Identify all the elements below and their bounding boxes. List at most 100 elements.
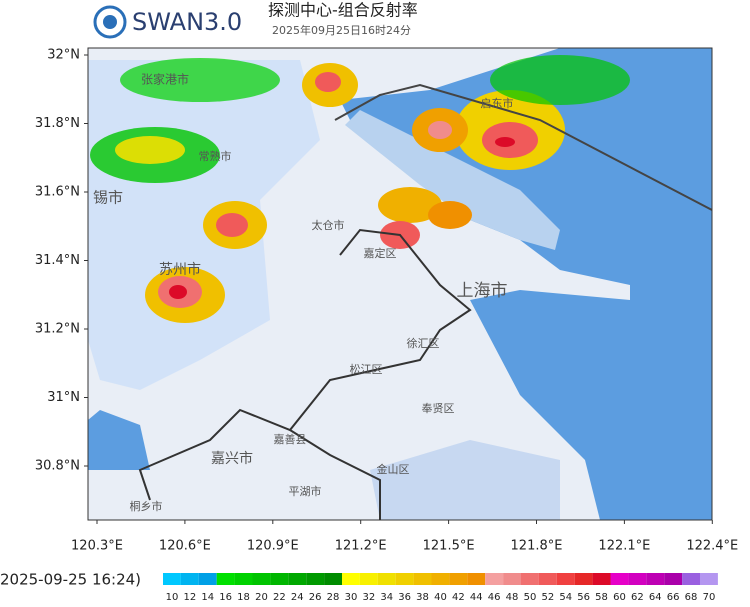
legend-swatch — [646, 573, 665, 585]
legend-value: 50 — [524, 592, 537, 603]
lon-label: 121.8°E — [511, 539, 563, 554]
legend-swatch — [574, 573, 593, 585]
legend-value: 64 — [649, 592, 662, 603]
legend-swatch — [288, 573, 307, 585]
place-label: 锡市 — [93, 189, 123, 207]
legend-value: 56 — [577, 592, 590, 603]
legend-value: 68 — [685, 592, 698, 603]
legend-swatch — [556, 573, 575, 585]
place-label: 张家港市 — [141, 72, 189, 87]
legend-swatch — [485, 573, 504, 585]
legend-value: 36 — [398, 592, 411, 603]
legend-swatch — [592, 573, 611, 585]
lat-label: 31.2°N — [35, 322, 80, 337]
legend-swatch — [538, 573, 557, 585]
place-label: 启东市 — [481, 96, 514, 110]
lon-label: 122.4°E — [686, 539, 738, 554]
legend-value: 70 — [703, 592, 716, 603]
legend-value: 30 — [345, 592, 358, 603]
legend-swatch — [431, 573, 450, 585]
place-label: 桐乡市 — [130, 499, 163, 513]
legend-swatch — [467, 573, 486, 585]
legend-value: 46 — [488, 592, 501, 603]
lat-label: 32°N — [47, 48, 80, 63]
legend-value: 54 — [559, 592, 572, 603]
legend-swatch — [180, 573, 199, 585]
place-label: 奉贤区 — [422, 401, 455, 415]
legend-value: 24 — [291, 592, 304, 603]
legend-swatch — [324, 573, 342, 585]
legend-value: 58 — [595, 592, 608, 603]
legend-swatch — [342, 573, 360, 585]
legend-value: 10 — [166, 592, 179, 603]
legend-swatch — [198, 573, 217, 585]
legend-swatch — [503, 573, 521, 585]
legend-value: 62 — [631, 592, 644, 603]
legend: 2025-09-25 16:24) 10 12 14 16 18 20 22 24 26 28 30… — [0, 571, 718, 603]
header: SWAN3.0 探测中心-组合反射率 2025年09月25日16时24分 — [93, 1, 418, 39]
legend-value: 66 — [667, 592, 680, 603]
map-frame — [87, 47, 713, 521]
legend-swatch — [610, 573, 629, 585]
legend-value: 42 — [452, 592, 465, 603]
border — [138, 228, 472, 501]
place-label: 苏州市 — [159, 261, 201, 278]
legend-swatch — [664, 573, 683, 585]
border — [334, 83, 713, 211]
legend-swatch — [521, 573, 539, 585]
legend-swatch — [395, 573, 414, 585]
map — [88, 48, 713, 520]
lake — [88, 410, 150, 470]
legend-swatch — [449, 573, 468, 585]
legend-value: 18 — [237, 592, 250, 603]
legend-swatch — [252, 573, 271, 585]
lon-label: 120.3°E — [71, 539, 123, 554]
logo: SWAN3.0 — [132, 8, 242, 36]
place-label: 常熟市 — [199, 149, 232, 163]
legend-value: 40 — [434, 592, 447, 603]
lat-label: 31.6°N — [35, 185, 80, 200]
axes: 32°N 31.8°N 31.6°N 31.4°N 31.2°N 31°N 30.8°N 12… — [35, 48, 738, 554]
legend-time: 2025-09-25 16:24) — [0, 571, 141, 589]
place-label: 嘉兴市 — [211, 450, 253, 467]
legend-value: 44 — [470, 592, 483, 603]
legend-swatch — [216, 573, 235, 585]
place-label: 上海市 — [457, 281, 508, 301]
legend-value: 48 — [506, 592, 519, 603]
lon-label: 122.1°E — [598, 539, 650, 554]
legend-value: 28 — [327, 592, 340, 603]
legend-swatch — [682, 573, 700, 585]
place-label: 平湖市 — [289, 484, 322, 498]
legend-value: 20 — [255, 592, 268, 603]
place-label: 嘉定区 — [364, 246, 397, 260]
place-label: 松江区 — [350, 362, 383, 376]
lon-label: 120.6°E — [159, 539, 211, 554]
legend-swatch — [377, 573, 396, 585]
lon-label: 121.2°E — [335, 539, 387, 554]
legend-value: 16 — [219, 592, 232, 603]
lat-label: 31°N — [47, 390, 80, 405]
place-label: 太仓市 — [312, 218, 345, 232]
legend-swatch — [413, 573, 432, 585]
lon-label: 120.9°E — [247, 539, 299, 554]
lon-label: 121.5°E — [423, 539, 475, 554]
legend-value: 32 — [362, 592, 375, 603]
light-rain — [370, 440, 560, 520]
legend-value: 52 — [541, 592, 554, 603]
legend-swatch — [306, 573, 325, 585]
legend-value: 38 — [416, 592, 429, 603]
place-label: 徐汇区 — [407, 336, 440, 350]
legend-value: 60 — [613, 592, 626, 603]
legend-value: 12 — [183, 592, 196, 603]
logo-icon-core — [103, 15, 117, 29]
legend-swatch — [234, 573, 253, 585]
echoes — [90, 55, 630, 323]
legend-swatch — [628, 573, 647, 585]
legend-value: 26 — [309, 592, 322, 603]
legend-swatch — [700, 573, 718, 585]
border — [289, 429, 381, 520]
legend-swatch — [163, 573, 181, 585]
place-label: 金山区 — [377, 462, 410, 476]
lat-label: 30.8°N — [35, 459, 80, 474]
